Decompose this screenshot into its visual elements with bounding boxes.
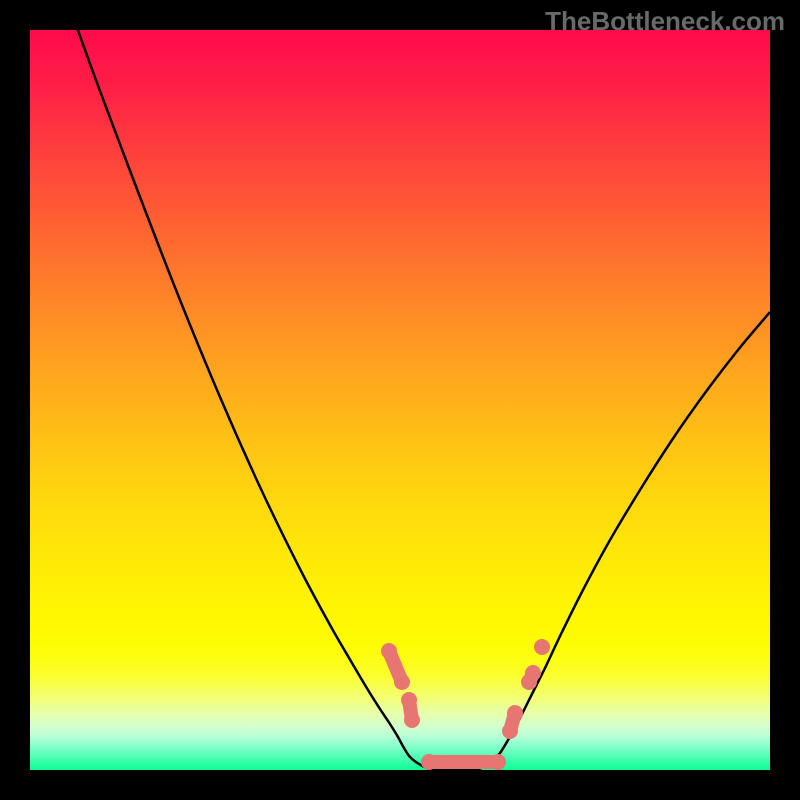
marker-dot bbox=[525, 665, 541, 681]
marker-dot bbox=[490, 754, 506, 770]
marker-dot bbox=[394, 674, 410, 690]
marker-dot bbox=[404, 712, 420, 728]
watermark-text: TheBottleneck.com bbox=[545, 6, 785, 37]
frame-right bbox=[770, 0, 800, 800]
gradient-background bbox=[30, 30, 770, 770]
frame-left bbox=[0, 0, 30, 800]
marker-dot bbox=[507, 705, 523, 721]
marker-dot bbox=[534, 639, 550, 655]
bottleneck-chart bbox=[0, 0, 800, 800]
frame-bottom bbox=[0, 770, 800, 800]
